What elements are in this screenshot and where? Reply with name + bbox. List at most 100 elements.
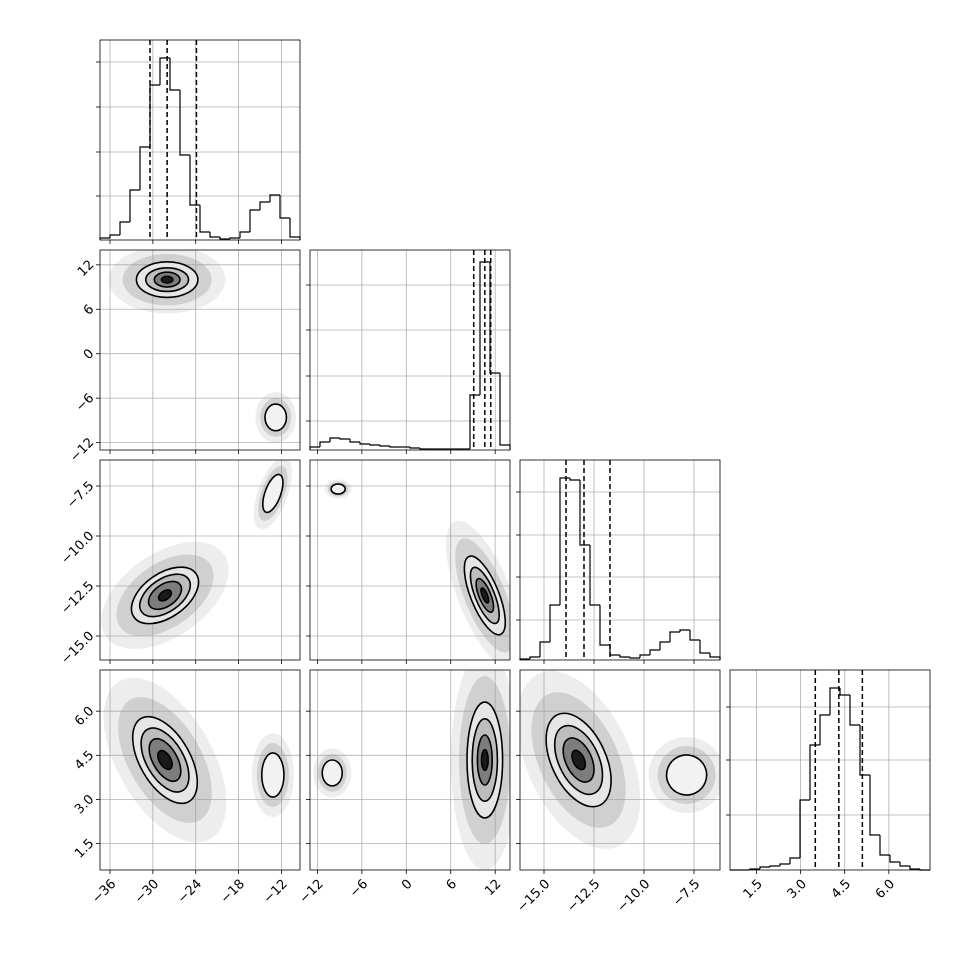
- hist-bin: [239, 231, 250, 238]
- x-tick-label: −24: [175, 877, 205, 907]
- panel-frame: [309, 459, 511, 661]
- hist-bin: [219, 237, 230, 240]
- hist-bin: [879, 835, 890, 856]
- hist-bin: [149, 84, 160, 147]
- hist-bin: [379, 445, 390, 447]
- x-tick-label: 3.0: [785, 877, 810, 902]
- hist-bin: [319, 441, 330, 447]
- hist-bin: [899, 862, 910, 867]
- y-tick-label: 0: [81, 346, 97, 362]
- hist-bin: [369, 444, 380, 446]
- y-tick-label: 6.0: [72, 704, 97, 729]
- hist-bin: [859, 725, 870, 776]
- y-tick-label: −6: [73, 391, 97, 415]
- hist-bin: [809, 744, 820, 800]
- x-tick-label: 6.0: [873, 877, 898, 902]
- x-tick-label: 0: [399, 877, 415, 893]
- density: [108, 250, 297, 443]
- x-tick-label: −36: [89, 877, 119, 907]
- hist-bin: [479, 261, 490, 395]
- panel-frame: [309, 249, 511, 451]
- hist-bin: [759, 866, 770, 869]
- x-tick-label: −6: [347, 877, 371, 901]
- panel-frame: [99, 39, 301, 241]
- hist-bin: [839, 688, 850, 696]
- density: [101, 460, 292, 650]
- hist-bin: [599, 605, 610, 646]
- y-tick-label: −12.5: [59, 579, 98, 618]
- density: [103, 677, 294, 843]
- panel-frame: [99, 669, 301, 871]
- y-tick-label: 1.5: [72, 836, 97, 861]
- hist-bin: [649, 649, 660, 655]
- x-tick-label: −30: [132, 877, 162, 907]
- hist-bin: [289, 218, 301, 240]
- contour: [157, 589, 173, 602]
- hist-bin: [209, 232, 220, 238]
- contour: [480, 587, 490, 604]
- x-tick-label: −15.0: [515, 877, 554, 916]
- hist-bin: [409, 447, 420, 449]
- hist-bin: [579, 480, 590, 546]
- x-tick-label: 1.5: [741, 877, 766, 902]
- hist-bin: [849, 695, 860, 726]
- hist-bin: [619, 655, 630, 658]
- density: [313, 670, 510, 870]
- hist-bin: [119, 221, 130, 235]
- hist-bin: [629, 657, 640, 659]
- hist-bin: [639, 654, 650, 658]
- hist-bin: [529, 656, 540, 659]
- x-tick-label: −12: [261, 877, 291, 907]
- panel-frame: [519, 459, 721, 661]
- y-tick-label: 6: [81, 302, 97, 318]
- hist-bin: [109, 234, 120, 238]
- density: [324, 479, 510, 660]
- hist-bin: [819, 714, 830, 745]
- panel-frame: [309, 669, 511, 871]
- panel-frame: [729, 669, 931, 871]
- hist-bin: [129, 189, 140, 222]
- hist-bin: [259, 201, 270, 210]
- hist-bin: [249, 209, 260, 232]
- hist-bin: [709, 653, 721, 660]
- hist-bin: [189, 155, 200, 206]
- x-tick-label: −18: [218, 877, 248, 907]
- x-tick-label: −12.5: [565, 877, 604, 916]
- hist-bin: [549, 604, 560, 642]
- contour: [571, 749, 587, 771]
- x-tick-label: 4.5: [829, 877, 854, 902]
- y-tick-label: −10.0: [59, 529, 98, 568]
- contour: [480, 748, 489, 772]
- hist-bin: [179, 90, 190, 156]
- x-tick-label: −7.5: [670, 877, 703, 910]
- contour: [260, 752, 285, 798]
- contour: [665, 754, 708, 796]
- hist-bin: [229, 237, 240, 239]
- x-tick-label: 12: [482, 877, 504, 899]
- hist-bin: [169, 58, 180, 91]
- hist-bin: [499, 373, 511, 450]
- hist-bin: [779, 863, 790, 866]
- hist-bin: [669, 631, 680, 642]
- hist-bin: [559, 477, 570, 605]
- hist-bin: [139, 146, 150, 190]
- panel-frame: [99, 249, 301, 451]
- hist-bin: [589, 545, 600, 606]
- hist-bin: [349, 439, 360, 443]
- hist-bin: [279, 195, 290, 219]
- hist-bin: [419, 448, 430, 450]
- y-tick-label: 4.5: [72, 748, 97, 773]
- hist-bin: [539, 641, 550, 657]
- hist-bin: [329, 437, 340, 442]
- hist-bin: [829, 687, 840, 715]
- panel-frame: [99, 459, 301, 661]
- hist-bin: [339, 438, 350, 440]
- hist-bin: [309, 446, 320, 450]
- hist-bin: [769, 865, 780, 867]
- contour: [264, 403, 288, 432]
- contour: [261, 473, 284, 514]
- contour: [330, 483, 346, 495]
- hist-bin: [889, 855, 900, 863]
- contour: [321, 759, 344, 787]
